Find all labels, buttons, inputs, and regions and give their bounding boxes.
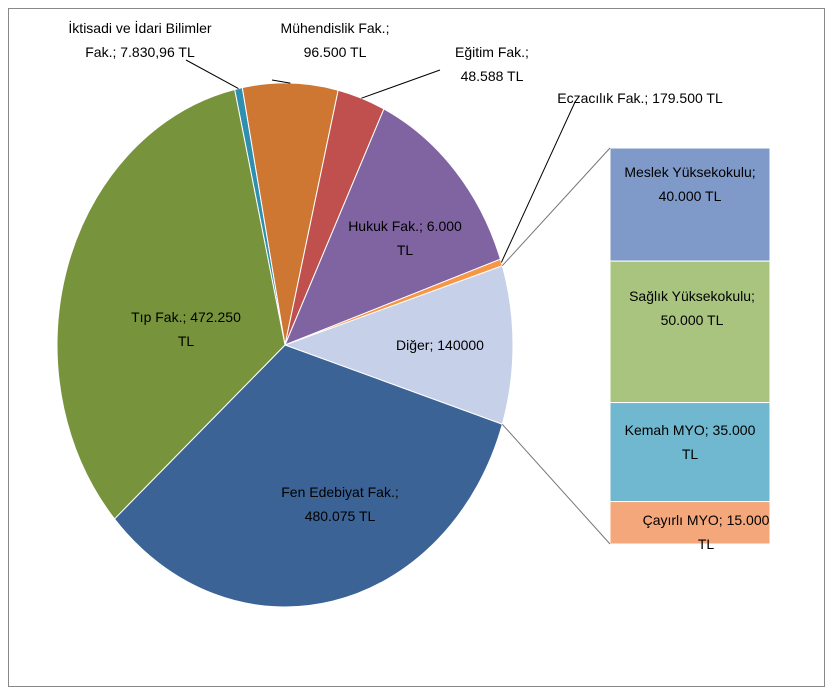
connector [501, 423, 611, 545]
connector [501, 147, 611, 267]
pie-slice [283, 265, 514, 425]
data-label: Eczacılık Fak.; 179.500 TL [557, 90, 723, 106]
data-label: Hukuk Fak.; 6.000 TL [348, 218, 462, 258]
data-label: Fen Edebiyat Fak.; 480.075 TL [281, 484, 399, 524]
data-label: İktisadi ve İdari Bilimler Fak.; 7.830,9… [68, 20, 212, 60]
data-label: Çayırlı MYO; 15.000 TL [642, 512, 770, 552]
leader-line [185, 59, 239, 89]
bar-segment [609, 501, 771, 545]
data-label: Kemah MYO; 35.000 TL [624, 422, 756, 462]
data-label: Meslek Yüksekokulu; 40.000 TL [624, 164, 756, 204]
data-label: Mühendislik Fak.; 96.500 TL [280, 20, 390, 60]
data-label: Tıp Fak.; 472.250 TL [131, 309, 241, 349]
bar-segment [609, 147, 771, 262]
pie-slice [56, 88, 286, 520]
bar-segment [609, 402, 771, 503]
pie-slice [113, 344, 503, 608]
pie-slice [241, 82, 339, 346]
pie-slice [284, 108, 502, 346]
leader-line [271, 79, 291, 84]
data-label: Eğitim Fak.; 48.588 TL [455, 44, 529, 84]
data-label: Diğer; 140000 [396, 337, 484, 353]
leader-line [500, 101, 576, 263]
bar-segment [609, 260, 771, 404]
leader-line [361, 69, 441, 99]
data-label: Sağlık Yüksekokulu; 50.000 TL [629, 288, 755, 328]
